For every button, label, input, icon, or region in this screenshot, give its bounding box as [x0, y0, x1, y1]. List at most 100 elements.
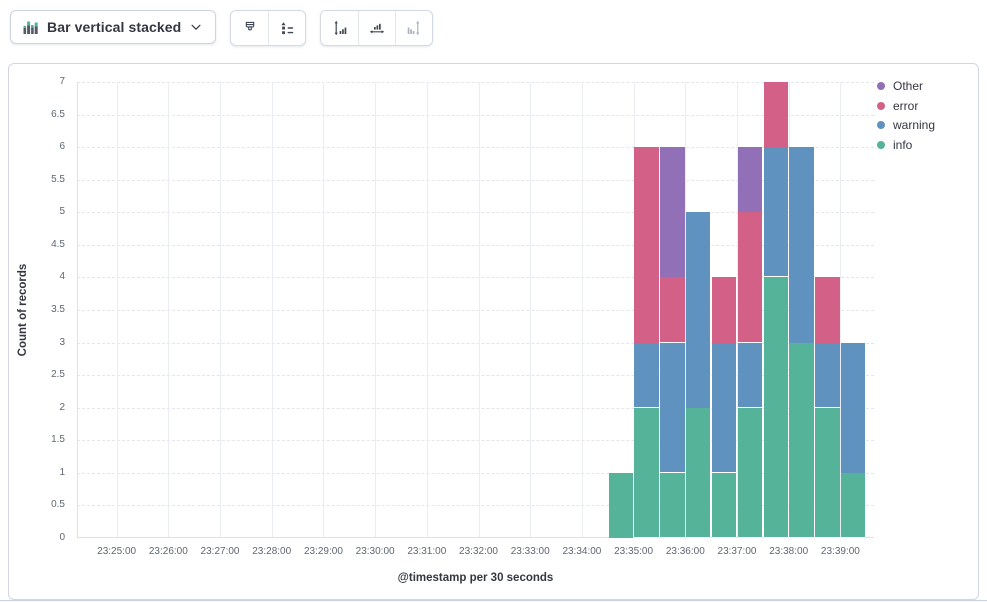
- bar-segment-error[interactable]: [763, 82, 788, 148]
- x-tick-label: 23:38:00: [769, 546, 809, 557]
- x-axis-line: [77, 537, 874, 538]
- bar-segment-warning[interactable]: [815, 342, 840, 408]
- left-axis-icon: [332, 20, 348, 36]
- bar-segment-error[interactable]: [815, 277, 840, 343]
- x-tick-label: 23:36:00: [665, 546, 705, 557]
- visual-options-button[interactable]: [231, 11, 269, 45]
- visual-settings-group: [230, 10, 307, 46]
- stacked-bar-chart: Count of records @timestamp per 30 secon…: [9, 64, 978, 599]
- bar-segment-info[interactable]: [660, 472, 685, 538]
- x-axis-title: @timestamp per 30 seconds: [397, 572, 554, 584]
- chart-type-label: Bar vertical stacked: [47, 19, 182, 35]
- bar-segment-info[interactable]: [841, 472, 866, 538]
- x-gridline: [220, 82, 222, 538]
- x-tick-label: 23:37:00: [717, 546, 757, 557]
- legend-item[interactable]: error: [877, 96, 935, 116]
- y-gridline: [77, 277, 874, 279]
- y-axis-line: [77, 82, 78, 538]
- bar-segment-error[interactable]: [634, 147, 659, 343]
- bar-segment-warning[interactable]: [789, 147, 814, 343]
- bar-segment-info[interactable]: [737, 407, 763, 538]
- bar-segment-warning[interactable]: [686, 212, 711, 408]
- bar-segment-error[interactable]: [711, 277, 737, 343]
- y-gridline: [77, 407, 874, 409]
- x-gridline: [530, 82, 532, 538]
- bar-segment-warning[interactable]: [634, 342, 659, 408]
- x-gridline: [478, 82, 480, 538]
- y-gridline: [77, 342, 874, 344]
- bar-segment-Other[interactable]: [660, 147, 685, 278]
- x-gridline: [633, 82, 635, 538]
- y-tick-label: 5: [59, 206, 65, 218]
- y-tick-label: 5.5: [51, 173, 65, 185]
- chart-legend: Other error warning info: [877, 76, 935, 155]
- page-background-strip: [0, 600, 987, 602]
- x-gridline: [737, 82, 738, 538]
- legend-color-dot: [877, 81, 885, 90]
- x-tick-label: 23:28:00: [252, 546, 292, 557]
- x-gridline: [375, 82, 377, 538]
- x-gridline: [840, 82, 842, 538]
- bar-segment-Other[interactable]: [737, 147, 763, 213]
- y-gridline: [77, 147, 874, 149]
- y-tick-label: 4.5: [51, 238, 65, 250]
- x-tick-label: 23:30:00: [355, 546, 395, 557]
- bar-segment-info[interactable]: [789, 342, 814, 538]
- bar-segment-info[interactable]: [634, 407, 659, 538]
- legend-color-dot: [877, 121, 885, 130]
- legend-item-label: warning: [893, 118, 936, 133]
- y-gridline: [77, 82, 874, 83]
- bar-segment-info[interactable]: [711, 472, 737, 538]
- x-gridline: [323, 82, 325, 538]
- legend-color-dot: [877, 101, 885, 110]
- chart-panel: Count of records @timestamp per 30 secon…: [8, 63, 979, 600]
- y-tick-label: 0: [59, 532, 65, 543]
- bar-segment-info[interactable]: [686, 407, 711, 538]
- x-tick-label: 23:33:00: [510, 546, 550, 557]
- x-tick-label: 23:29:00: [303, 546, 343, 557]
- left-axis-button[interactable]: [321, 11, 359, 45]
- legend-item[interactable]: Other: [877, 76, 935, 96]
- x-gridline: [426, 82, 428, 538]
- y-gridline: [77, 472, 874, 474]
- bottom-axis-icon: [369, 20, 385, 36]
- y-tick-label: 4: [59, 271, 65, 283]
- bar-segment-warning[interactable]: [763, 147, 788, 278]
- x-gridline: [168, 82, 170, 538]
- chart-type-dropdown[interactable]: Bar vertical stacked: [10, 10, 217, 44]
- right-axis-icon: [406, 20, 422, 36]
- legend-item[interactable]: info: [877, 135, 935, 155]
- x-tick-label: 23:39:00: [820, 546, 860, 557]
- bottom-axis-button[interactable]: [358, 11, 396, 45]
- x-tick-label: 23:25:00: [97, 546, 137, 557]
- bar-segment-error[interactable]: [737, 212, 763, 343]
- y-tick-label: 6: [59, 141, 65, 153]
- legend-settings-button[interactable]: [268, 11, 306, 45]
- bar-segment-warning[interactable]: [660, 342, 685, 473]
- x-tick-label: 23:32:00: [459, 546, 498, 557]
- bar-segment-warning[interactable]: [841, 342, 866, 473]
- bar-segment-info[interactable]: [815, 407, 840, 538]
- legend-item[interactable]: warning: [877, 115, 935, 135]
- y-tick-label: 3.5: [51, 304, 65, 315]
- bar-segment-warning[interactable]: [737, 342, 763, 408]
- y-tick-label: 1.5: [51, 434, 65, 446]
- x-gridline: [788, 82, 790, 538]
- legend-color-dot: [877, 140, 885, 149]
- x-tick-label: 23:26:00: [148, 546, 188, 557]
- y-gridline: [77, 114, 874, 116]
- bar-segment-info[interactable]: [608, 472, 633, 538]
- y-gridline: [77, 179, 874, 181]
- brush-icon: [242, 20, 258, 36]
- bar-segment-info[interactable]: [763, 277, 788, 538]
- bar-segment-error[interactable]: [660, 277, 685, 343]
- y-tick-label: 2.5: [51, 369, 65, 381]
- y-tick-label: 0.5: [51, 499, 65, 511]
- chevron-down-icon: [189, 20, 203, 34]
- y-tick-label: 6.5: [51, 108, 65, 120]
- x-gridline: [581, 82, 583, 538]
- y-gridline: [77, 440, 874, 442]
- legend-icon: [279, 20, 295, 36]
- bar-segment-warning[interactable]: [711, 342, 737, 473]
- legend-item-label: info: [893, 137, 913, 152]
